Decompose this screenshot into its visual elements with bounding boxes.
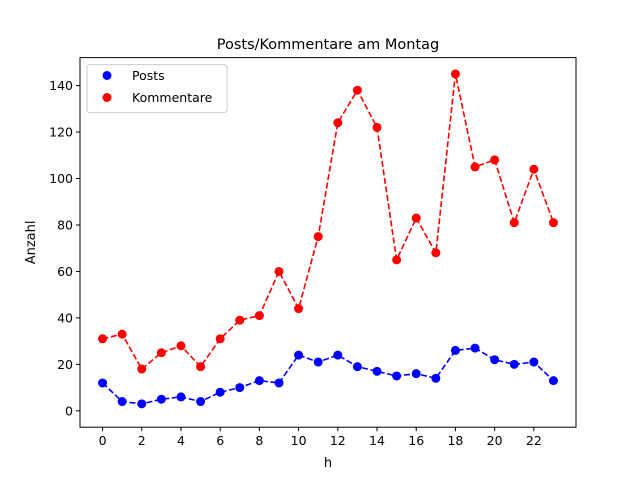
data-point-posts: [470, 343, 480, 353]
data-point-kommentare: [431, 248, 441, 258]
data-point-posts: [196, 397, 206, 407]
x-tick-label: 4: [177, 433, 185, 448]
data-point-posts: [137, 399, 147, 409]
plot-frame: [79, 57, 577, 428]
data-point-posts: [411, 369, 421, 379]
data-point-kommentare: [137, 364, 147, 374]
x-tick-label: 18: [447, 433, 463, 448]
data-point-kommentare: [313, 232, 323, 242]
data-point-posts: [294, 350, 304, 360]
x-axis-label: h: [324, 456, 332, 471]
legend-label-posts: Posts: [132, 68, 165, 83]
data-point-posts: [274, 378, 284, 388]
data-point-kommentare: [176, 341, 186, 351]
data-point-kommentare: [98, 334, 108, 344]
y-tick-label: 20: [57, 357, 73, 372]
y-tick-label: 0: [65, 403, 73, 418]
x-tick-label: 12: [330, 433, 346, 448]
data-point-posts: [215, 387, 225, 397]
legend: Posts Kommentare: [86, 64, 228, 114]
data-point-kommentare: [470, 162, 480, 172]
x-tick-label: 2: [138, 433, 146, 448]
data-point-posts: [392, 371, 402, 381]
x-tick-label: 8: [255, 433, 263, 448]
data-point-posts: [548, 376, 558, 386]
y-axis-label: Anzahl: [24, 221, 39, 265]
data-point-posts: [490, 355, 500, 365]
data-point-kommentare: [509, 218, 519, 228]
legend-marker-kommentare: [102, 93, 112, 102]
data-point-kommentare: [294, 304, 304, 314]
x-tick-label: 10: [291, 433, 307, 448]
data-point-kommentare: [548, 218, 558, 228]
y-tick-label: 140: [49, 78, 73, 93]
data-point-kommentare: [411, 213, 421, 223]
series-layer: [98, 69, 558, 409]
y-tick-label: 80: [57, 217, 73, 232]
data-point-kommentare: [254, 311, 264, 321]
data-point-posts: [235, 383, 245, 393]
data-point-posts: [156, 394, 166, 404]
data-point-kommentare: [156, 348, 166, 358]
data-point-posts: [313, 357, 323, 367]
y-tick-label: 60: [57, 264, 73, 279]
data-point-kommentare: [333, 118, 343, 128]
data-point-posts: [372, 366, 382, 376]
x-tick-label: 20: [487, 433, 503, 448]
data-point-kommentare: [372, 122, 382, 132]
y-tick-label: 120: [49, 125, 73, 140]
x-tick-label: 22: [526, 433, 542, 448]
data-point-kommentare: [274, 266, 284, 276]
data-point-posts: [529, 357, 539, 367]
y-tick-label: 40: [57, 310, 73, 325]
data-point-posts: [333, 350, 343, 360]
data-point-posts: [176, 392, 186, 402]
data-point-posts: [98, 378, 108, 388]
legend-box: [86, 64, 228, 114]
data-point-kommentare: [392, 255, 402, 265]
data-point-kommentare: [490, 155, 500, 165]
legend-label-kommentare: Kommentare: [132, 90, 213, 105]
data-point-kommentare: [215, 334, 225, 344]
data-point-posts: [117, 397, 127, 407]
x-tick-label: 0: [99, 433, 107, 448]
x-tick-label: 6: [216, 433, 224, 448]
data-point-kommentare: [529, 164, 539, 174]
y-tick-label: 100: [49, 171, 73, 186]
chart-title: Posts/Kommentare am Montag: [217, 37, 440, 53]
axes-layer: 0 2 4 6 8 10 12 14 16 18 20 22 0 20 40 60 80 100 120 140: [49, 78, 542, 448]
data-point-kommentare: [235, 315, 245, 325]
data-point-kommentare: [196, 362, 206, 372]
data-point-kommentare: [352, 85, 362, 95]
data-point-posts: [431, 373, 441, 383]
data-point-posts: [352, 362, 362, 372]
data-point-posts: [254, 376, 264, 386]
data-point-kommentare: [117, 329, 127, 339]
data-point-posts: [450, 345, 460, 355]
data-point-posts: [509, 359, 519, 369]
legend-marker-posts: [102, 71, 112, 80]
x-tick-label: 14: [369, 433, 385, 448]
data-point-kommentare: [450, 69, 460, 79]
x-tick-label: 16: [408, 433, 424, 448]
